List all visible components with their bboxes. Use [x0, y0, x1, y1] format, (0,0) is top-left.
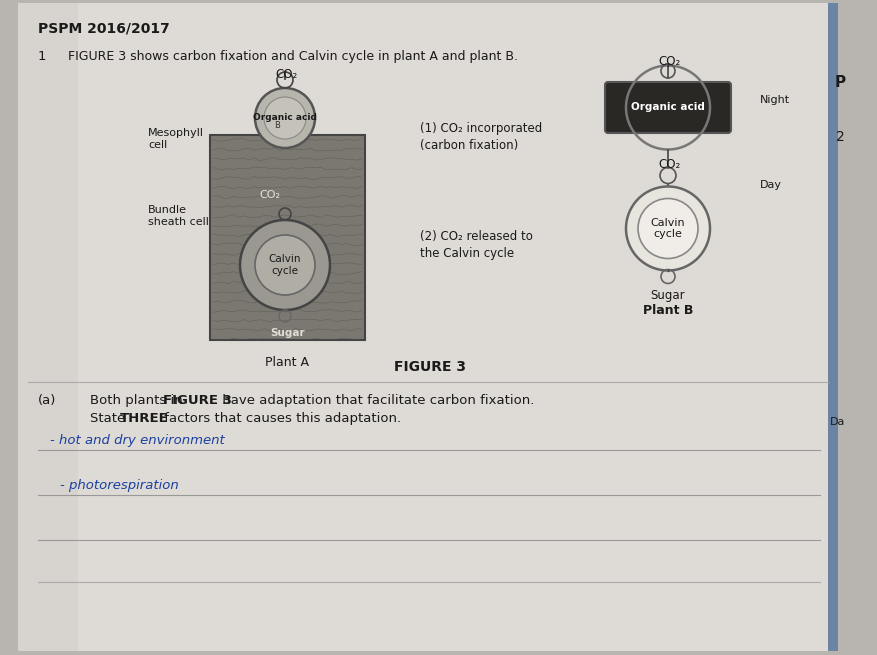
- Text: (1) CO₂ incorporated
(carbon fixation): (1) CO₂ incorporated (carbon fixation): [419, 122, 542, 152]
- Text: 1: 1: [38, 50, 46, 63]
- Text: CO₂: CO₂: [275, 68, 298, 81]
- Text: P: P: [833, 75, 845, 90]
- Text: Mesophyll
cell: Mesophyll cell: [148, 128, 203, 149]
- Text: Both plants in: Both plants in: [90, 394, 187, 407]
- Text: THREE: THREE: [120, 412, 168, 425]
- Text: Plant A: Plant A: [265, 356, 310, 369]
- Text: (a): (a): [38, 394, 56, 407]
- Text: Da: Da: [830, 417, 845, 427]
- Text: have adaptation that facilitate carbon fixation.: have adaptation that facilitate carbon f…: [217, 394, 534, 407]
- FancyBboxPatch shape: [18, 3, 78, 651]
- Circle shape: [254, 88, 315, 148]
- Text: Calvin
cycle: Calvin cycle: [268, 254, 301, 276]
- Bar: [210, 135, 365, 340]
- Text: Bundle
sheath cell: Bundle sheath cell: [148, 205, 209, 227]
- Text: Sugar: Sugar: [650, 288, 685, 301]
- Text: FIGURE 3 shows carbon fixation and Calvin cycle in plant A and plant B.: FIGURE 3 shows carbon fixation and Calvi…: [68, 50, 517, 63]
- Text: factors that causes this adaptation.: factors that causes this adaptation.: [160, 412, 401, 425]
- FancyBboxPatch shape: [18, 3, 837, 651]
- Circle shape: [638, 198, 697, 259]
- Text: Plant B: Plant B: [642, 303, 693, 316]
- Circle shape: [264, 97, 306, 139]
- Text: - hot and dry environment: - hot and dry environment: [50, 434, 225, 447]
- Text: - photorespiration: - photorespiration: [60, 479, 179, 492]
- Text: CO₂: CO₂: [658, 157, 681, 170]
- Text: FIGURE 3: FIGURE 3: [163, 394, 232, 407]
- Text: (2) CO₂ released to
the Calvin cycle: (2) CO₂ released to the Calvin cycle: [419, 230, 532, 260]
- Text: Sugar: Sugar: [270, 328, 304, 338]
- Text: Day: Day: [759, 180, 781, 190]
- Text: Organic acid: Organic acid: [631, 102, 704, 113]
- Text: State: State: [90, 412, 129, 425]
- Circle shape: [254, 235, 315, 295]
- Text: FIGURE 3: FIGURE 3: [394, 360, 466, 374]
- Circle shape: [625, 187, 709, 271]
- Circle shape: [239, 220, 330, 310]
- FancyBboxPatch shape: [604, 82, 731, 133]
- Text: B: B: [274, 121, 280, 130]
- FancyBboxPatch shape: [827, 3, 837, 651]
- Text: Organic acid: Organic acid: [253, 113, 317, 122]
- Text: CO₂: CO₂: [260, 190, 280, 200]
- Text: Night: Night: [759, 95, 789, 105]
- Text: CO₂: CO₂: [658, 55, 681, 68]
- Text: Calvin
cycle: Calvin cycle: [650, 217, 685, 239]
- Text: PSPM 2016/2017: PSPM 2016/2017: [38, 22, 169, 36]
- Text: 2: 2: [835, 130, 844, 144]
